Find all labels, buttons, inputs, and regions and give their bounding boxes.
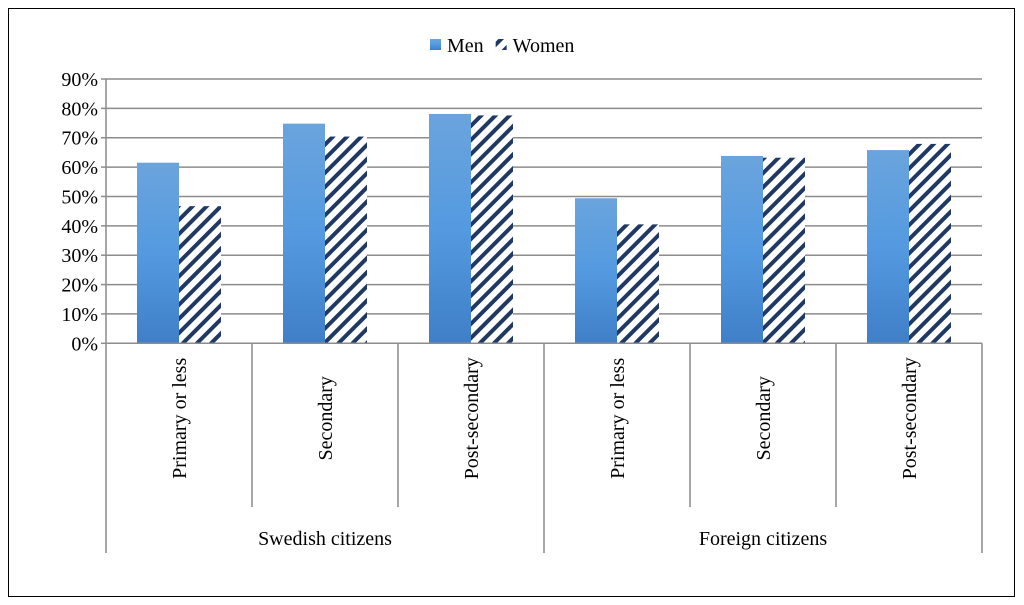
- legend-label: Women: [513, 35, 575, 57]
- y-tick-label: 20%: [61, 275, 98, 297]
- legend-swatch-men: [430, 39, 441, 50]
- y-tick-label: 0%: [71, 333, 98, 355]
- y-tick-label: 90%: [61, 69, 98, 91]
- bar-men: [721, 155, 763, 344]
- bar-men: [283, 123, 325, 344]
- legend-swatch-women: [495, 39, 507, 50]
- category-label: Post-secondary: [461, 357, 483, 479]
- bar-women: [763, 157, 805, 344]
- y-tick-label: 50%: [61, 186, 98, 208]
- y-tick-label: 80%: [61, 98, 98, 120]
- y-tick-label: 30%: [61, 245, 98, 267]
- y-tick-label: 60%: [61, 157, 98, 179]
- bar-women: [617, 224, 659, 344]
- bar-men: [137, 162, 179, 344]
- bar-women: [179, 206, 221, 344]
- legend-label: Men: [447, 35, 484, 57]
- group-label: Swedish citizens: [258, 528, 392, 550]
- category-label: Primary or less: [169, 358, 191, 479]
- bar-men: [867, 150, 909, 344]
- group-label: Foreign citizens: [699, 528, 828, 550]
- bar-women: [471, 115, 513, 344]
- y-tick-label: 40%: [61, 216, 98, 238]
- category-label: Post-secondary: [899, 357, 921, 479]
- category-label: Secondary: [753, 376, 775, 460]
- bar-men: [429, 113, 471, 344]
- category-label: Primary or less: [607, 358, 629, 479]
- bar-women: [909, 143, 951, 344]
- bar-men: [575, 198, 617, 344]
- y-tick-label: 70%: [61, 128, 98, 150]
- bar-women: [325, 136, 367, 344]
- y-tick-label: 10%: [61, 304, 98, 326]
- category-label: Secondary: [315, 376, 337, 460]
